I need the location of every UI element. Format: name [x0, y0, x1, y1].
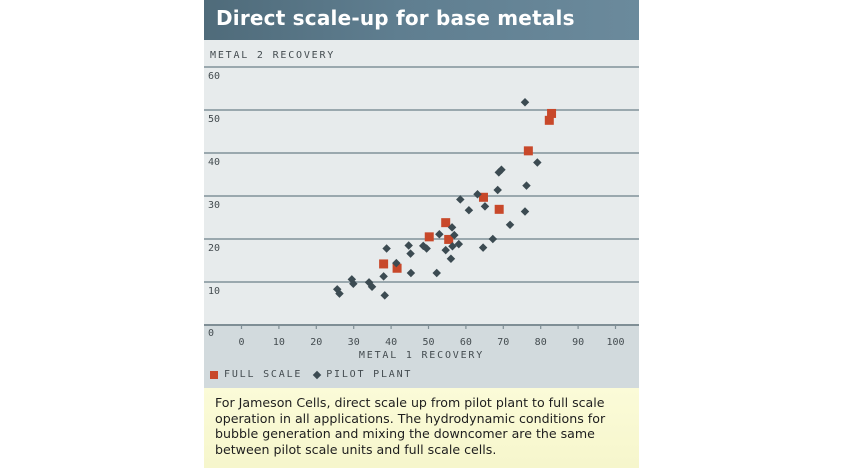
- legend-full-scale-label: FULL SCALE: [224, 369, 303, 380]
- x-axis-band: [204, 325, 639, 388]
- legend: FULL SCALE PILOT PLANT: [210, 369, 412, 380]
- caption-box: For Jameson Cells, direct scale up from …: [204, 388, 639, 468]
- full-scale-legend-marker-icon: [210, 370, 218, 379]
- chart-title: Direct scale-up for base metals: [216, 6, 575, 30]
- caption-text: For Jameson Cells, direct scale up from …: [215, 395, 606, 457]
- pilot-plant-legend-marker-icon: [312, 370, 322, 379]
- chart-panel: Direct scale-up for base metals METAL 2 …: [204, 0, 639, 468]
- header-bar: Direct scale-up for base metals: [204, 0, 639, 40]
- y-axis-label: METAL 2 RECOVERY: [210, 50, 336, 61]
- x-axis-label: METAL 1 RECOVERY: [358, 350, 485, 361]
- legend-pilot-plant-label: PILOT PLANT: [326, 369, 413, 380]
- plot-area: [204, 40, 639, 325]
